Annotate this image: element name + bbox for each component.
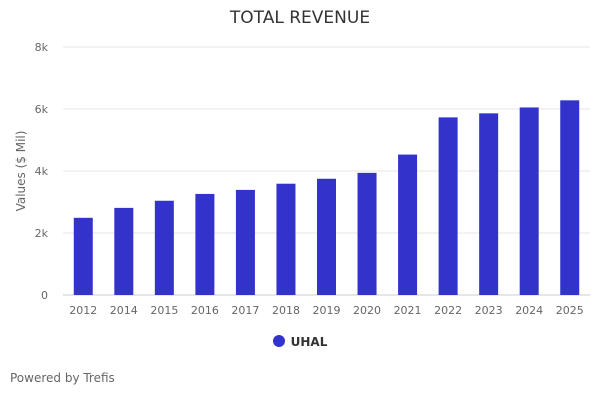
x-tick-label: 2016 bbox=[191, 304, 219, 317]
x-tick-label: 2014 bbox=[110, 304, 138, 317]
x-tick-label: 2019 bbox=[313, 304, 341, 317]
y-tick-label: 8k bbox=[35, 41, 49, 54]
legend-label: UHAL bbox=[290, 335, 328, 349]
x-tick-label: 2022 bbox=[434, 304, 462, 317]
x-tick-label: 2025 bbox=[556, 304, 584, 317]
bar bbox=[114, 207, 134, 295]
y-tick-label: 6k bbox=[35, 103, 49, 116]
x-tick-label: 2012 bbox=[69, 304, 97, 317]
bar bbox=[276, 183, 296, 295]
chart-title: TOTAL REVENUE bbox=[229, 8, 371, 28]
y-tick-label: 4k bbox=[35, 165, 49, 178]
x-tick-label: 2015 bbox=[150, 304, 178, 317]
x-tick-label: 2017 bbox=[231, 304, 259, 317]
x-tick-label: 2024 bbox=[515, 304, 543, 317]
bar bbox=[519, 107, 539, 295]
x-tick-label: 2018 bbox=[272, 304, 300, 317]
y-tick-label: 2k bbox=[35, 227, 49, 240]
bar bbox=[73, 217, 93, 295]
x-tick-label: 2020 bbox=[353, 304, 381, 317]
y-tick-label: 0 bbox=[41, 289, 48, 302]
bar bbox=[357, 172, 377, 295]
bar bbox=[154, 200, 174, 295]
powered-by-footer: Powered by Trefis bbox=[10, 371, 115, 385]
bar bbox=[479, 113, 499, 295]
bar bbox=[235, 189, 255, 295]
bar bbox=[560, 100, 580, 295]
bar bbox=[438, 117, 458, 296]
x-tick-label: 2023 bbox=[475, 304, 503, 317]
bar bbox=[195, 193, 215, 295]
legend[interactable]: UHAL bbox=[0, 335, 600, 349]
x-tick-label: 2021 bbox=[394, 304, 422, 317]
bar bbox=[317, 178, 336, 295]
y-axis-label: Values ($ Mil) bbox=[14, 131, 28, 212]
legend-swatch bbox=[272, 335, 285, 347]
bar bbox=[398, 154, 418, 295]
